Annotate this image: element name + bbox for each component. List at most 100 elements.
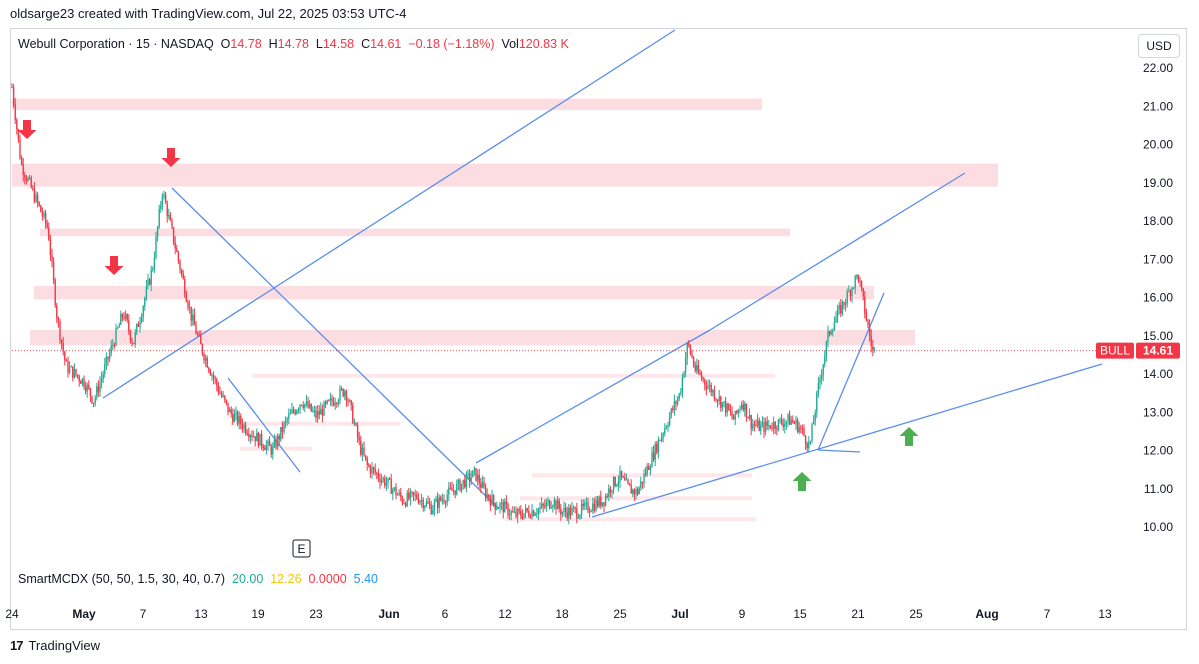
candle-body bbox=[424, 506, 426, 509]
candle-body bbox=[804, 435, 807, 445]
candle-body bbox=[345, 391, 348, 401]
candle-body bbox=[731, 411, 733, 417]
price-tick-label: 13.00 bbox=[1143, 405, 1173, 419]
candle-body bbox=[212, 374, 215, 379]
candle-body bbox=[680, 392, 682, 394]
candle-body bbox=[718, 396, 720, 402]
time-tick-label: Jul bbox=[671, 607, 688, 621]
candle-body bbox=[225, 399, 228, 403]
buy-arrow-icon bbox=[792, 472, 812, 491]
candle-body bbox=[600, 496, 602, 507]
candle-body bbox=[652, 452, 655, 460]
trendline bbox=[709, 172, 966, 331]
candle-body bbox=[632, 489, 634, 494]
candle-body bbox=[174, 242, 176, 249]
currency-button[interactable]: USD bbox=[1138, 34, 1180, 58]
price-tick-label: 19.00 bbox=[1143, 176, 1173, 190]
candle-body bbox=[508, 514, 511, 516]
candle-body bbox=[123, 317, 125, 319]
candle-body bbox=[153, 257, 156, 269]
candle-body bbox=[184, 279, 186, 295]
candle-body bbox=[190, 306, 192, 321]
candle-body bbox=[60, 339, 63, 343]
candle-body bbox=[272, 446, 274, 455]
trendline bbox=[591, 363, 1103, 518]
candle-body bbox=[171, 220, 173, 228]
candle-body bbox=[94, 397, 96, 403]
candle-body bbox=[499, 503, 501, 509]
candle-body bbox=[756, 420, 759, 426]
candle-body bbox=[91, 395, 93, 403]
candle-body bbox=[539, 507, 541, 509]
candle-body bbox=[121, 314, 124, 318]
candle-body bbox=[468, 473, 471, 481]
candle-body bbox=[488, 494, 490, 499]
candle-body bbox=[476, 474, 479, 481]
candle-body bbox=[771, 428, 773, 430]
trendlines bbox=[102, 29, 1103, 518]
candle-body bbox=[112, 344, 114, 346]
candle-body bbox=[336, 403, 338, 405]
candle-body bbox=[19, 139, 21, 159]
candle-body bbox=[766, 421, 768, 426]
candle-body bbox=[713, 390, 716, 399]
trendline bbox=[817, 292, 885, 451]
candle-body bbox=[700, 374, 703, 379]
high-label: H bbox=[268, 37, 278, 51]
candle-body bbox=[790, 420, 792, 425]
candle-body bbox=[404, 503, 407, 506]
candle-body bbox=[769, 425, 772, 429]
candle-body bbox=[604, 495, 607, 506]
candle-body bbox=[172, 227, 175, 243]
candle-body bbox=[379, 478, 381, 483]
candle-body bbox=[750, 415, 752, 429]
price-tick-label: 12.00 bbox=[1143, 444, 1173, 458]
candle-body bbox=[753, 424, 756, 426]
candle-body bbox=[262, 445, 264, 449]
candle-body bbox=[715, 398, 717, 401]
candle-body bbox=[409, 491, 412, 499]
indicator-value-3: 0.0000 bbox=[308, 572, 347, 586]
candle-body bbox=[145, 286, 148, 299]
candle-body bbox=[385, 483, 388, 486]
candle-body bbox=[220, 393, 223, 397]
candle-body bbox=[587, 502, 589, 512]
candle-body bbox=[260, 433, 263, 446]
candle-body bbox=[75, 369, 77, 375]
candle-body bbox=[300, 404, 303, 406]
candle-body bbox=[340, 388, 343, 390]
candle-body bbox=[89, 388, 92, 396]
candle-body bbox=[198, 334, 200, 336]
candle-body bbox=[683, 372, 685, 378]
candle-body bbox=[619, 470, 621, 482]
candle-body bbox=[828, 331, 831, 334]
candle-body bbox=[356, 425, 359, 438]
candle-body bbox=[321, 408, 324, 416]
candle-body bbox=[867, 320, 869, 326]
candle-body bbox=[348, 400, 351, 402]
candle-body bbox=[625, 479, 628, 481]
candle-body bbox=[542, 503, 544, 506]
candle-body bbox=[758, 420, 760, 431]
candle-body bbox=[862, 288, 864, 297]
candle-body bbox=[401, 497, 404, 504]
candle-body bbox=[120, 314, 122, 325]
candle-body bbox=[627, 479, 629, 484]
candle-body bbox=[832, 330, 834, 333]
candle-body bbox=[566, 511, 568, 519]
candle-body bbox=[56, 305, 58, 319]
candle-body bbox=[561, 511, 564, 515]
candle-body bbox=[11, 87, 13, 89]
candle-body bbox=[308, 403, 311, 408]
candle-body bbox=[782, 423, 784, 427]
candle-body bbox=[601, 502, 604, 507]
candle-body bbox=[289, 412, 292, 415]
price-label-name: BULL bbox=[1100, 344, 1130, 358]
candle-body bbox=[705, 384, 708, 389]
price-tick-label: 21.00 bbox=[1143, 99, 1173, 113]
candle-body bbox=[470, 477, 472, 481]
candle-body bbox=[780, 419, 783, 424]
candle-body bbox=[708, 384, 711, 387]
candle-body bbox=[454, 490, 456, 495]
